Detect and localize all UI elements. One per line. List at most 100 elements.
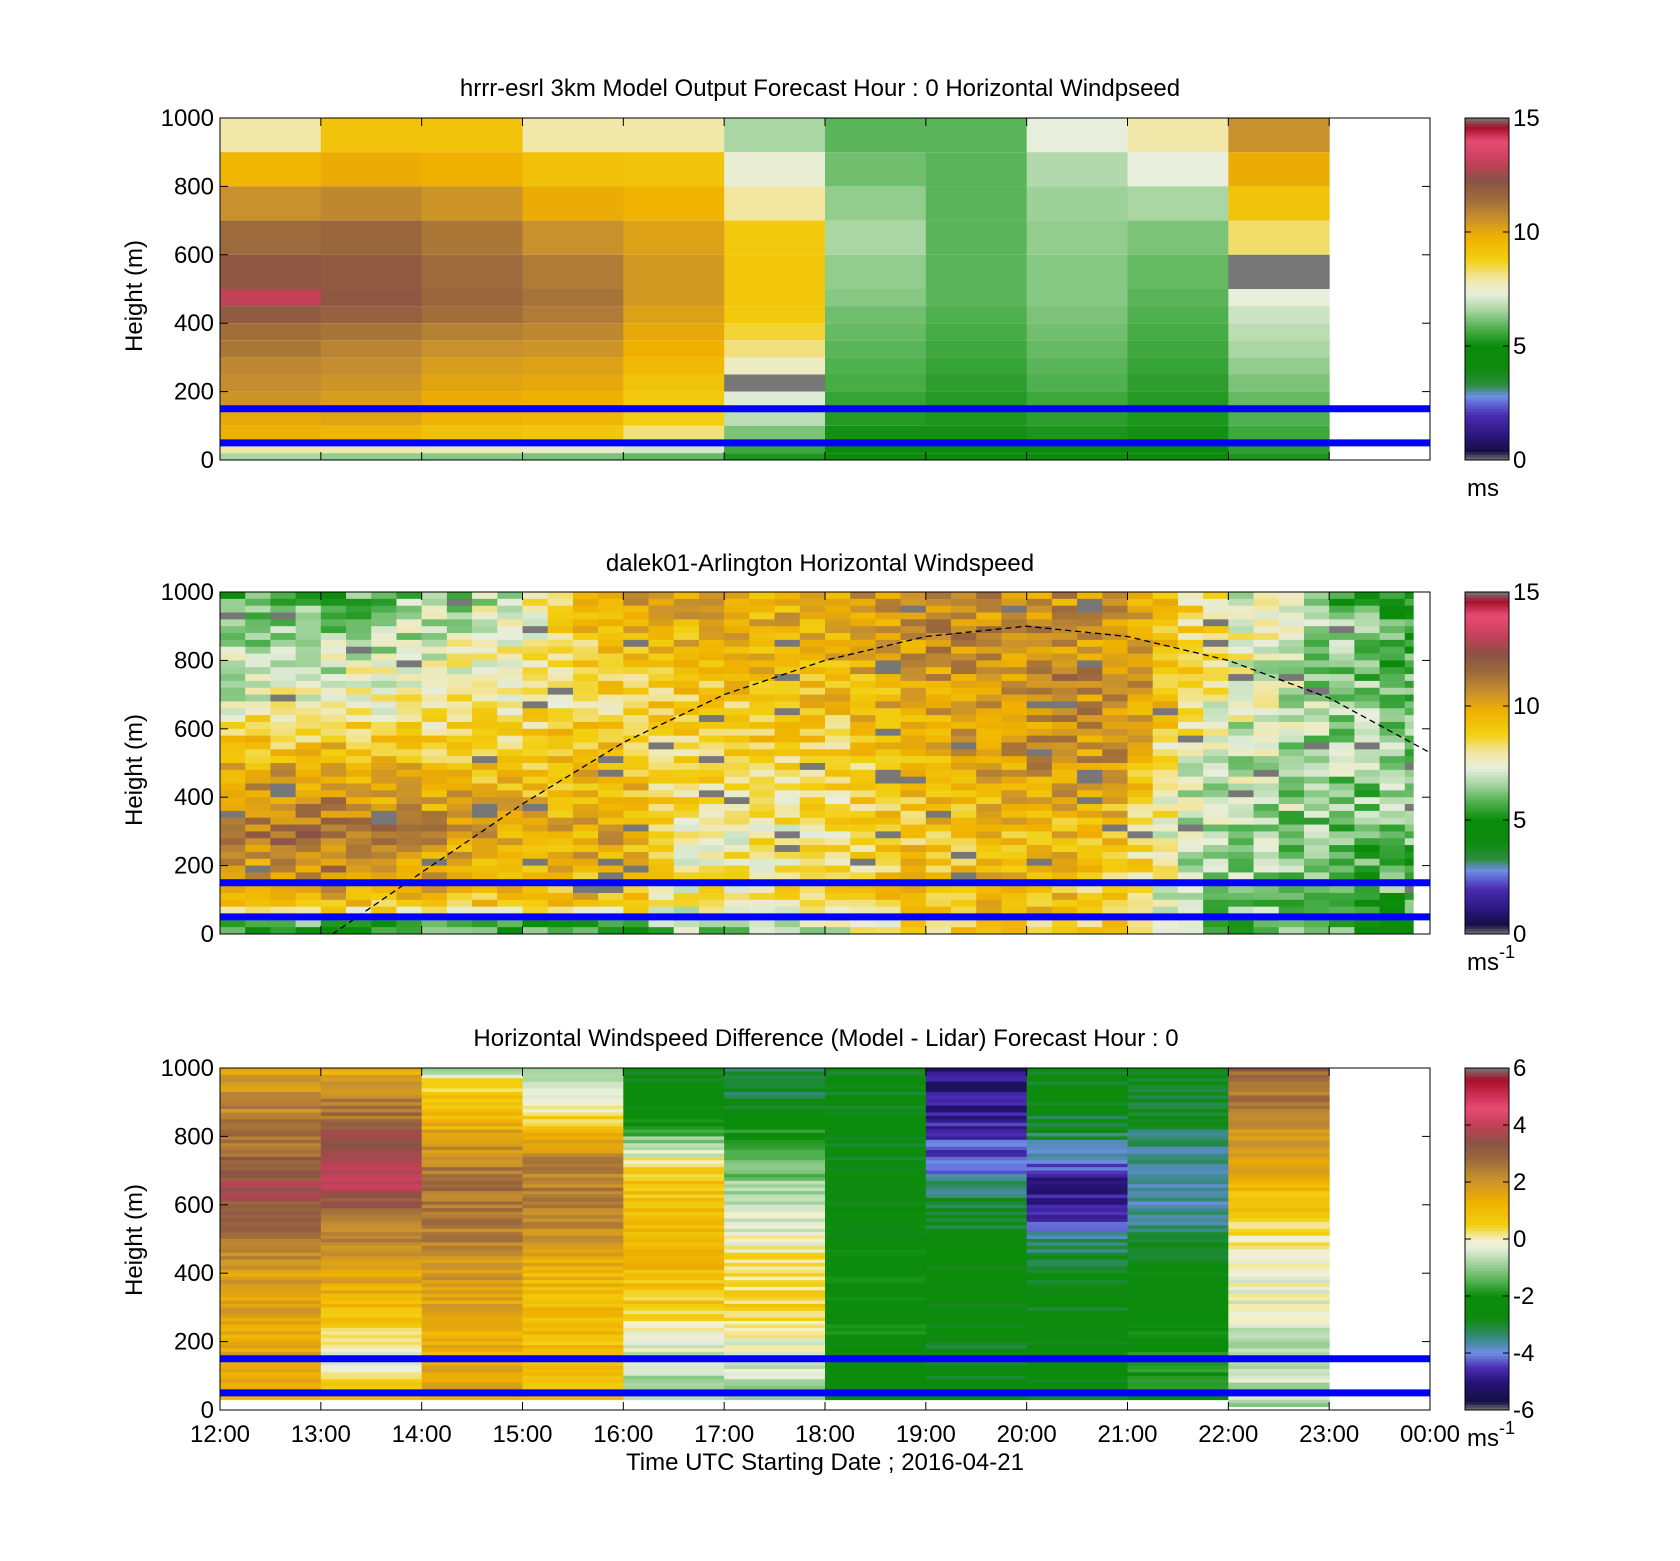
heatmap-cell	[1203, 633, 1229, 641]
heatmap-cell	[1354, 612, 1381, 620]
heatmap-cell	[522, 763, 549, 771]
colorbar-segment	[1465, 308, 1509, 313]
heatmap-cell	[648, 708, 675, 716]
heatmap-cell	[623, 838, 650, 846]
heatmap-cell	[1329, 851, 1355, 860]
colorbar-segment	[1465, 740, 1509, 744]
heatmap-cell	[1001, 886, 1028, 894]
heatmap-cell	[1354, 920, 1381, 928]
heatmap-cell	[472, 851, 498, 860]
heatmap-cell	[1354, 865, 1381, 873]
heatmap-cell	[925, 1259, 1028, 1264]
heatmap-cell	[1278, 694, 1305, 702]
heatmap-cell	[1127, 1126, 1229, 1130]
colorbar-segment	[1465, 1093, 1509, 1097]
heatmap-cell	[1379, 619, 1406, 627]
heatmap-cell	[648, 660, 675, 668]
heatmap-cell	[850, 708, 876, 716]
heatmap-cell	[1329, 619, 1355, 627]
heatmap-cell	[1203, 756, 1229, 764]
heatmap-cell	[220, 1211, 322, 1216]
heatmap-cell	[572, 598, 599, 607]
heatmap-cell	[472, 872, 498, 880]
heatmap-cell	[1001, 865, 1028, 873]
colorbar-segment	[1465, 1204, 1509, 1209]
heatmap-cell	[220, 1132, 322, 1137]
heatmap-cell	[623, 1081, 725, 1086]
heatmap-cell	[522, 680, 549, 689]
heatmap-cell	[825, 425, 927, 443]
heatmap-cell	[673, 605, 700, 613]
heatmap-cell	[1102, 783, 1128, 791]
colorbar-segment	[1465, 132, 1509, 136]
heatmap-cell	[1026, 1235, 1128, 1240]
heatmap-cell	[1354, 872, 1381, 880]
heatmap-cell	[623, 1085, 725, 1089]
heatmap-cell	[925, 442, 1028, 454]
heatmap-cell	[951, 763, 977, 771]
colorbar-segment	[1465, 877, 1509, 881]
heatmap-cell	[1127, 639, 1154, 648]
heatmap-cell	[522, 1348, 624, 1353]
heatmap-cell	[295, 694, 322, 702]
heatmap-cell	[220, 1156, 322, 1161]
heatmap-cell	[1127, 721, 1154, 730]
heatmap-cell	[1354, 639, 1381, 648]
colorbar-segment	[1465, 1276, 1509, 1280]
heatmap-cell	[421, 1197, 523, 1202]
heatmap-cell	[371, 667, 397, 675]
heatmap-cell	[925, 872, 952, 880]
heatmap-cell	[673, 804, 700, 812]
heatmap-cell	[1026, 1071, 1128, 1076]
heatmap-cell	[1051, 721, 1078, 730]
heatmap-cell	[951, 906, 977, 914]
heatmap-cell	[320, 1143, 423, 1148]
heatmap-cell	[371, 721, 397, 730]
heatmap-cell	[850, 797, 876, 805]
heatmap-cell	[673, 845, 700, 853]
heatmap-cell	[1228, 1345, 1330, 1349]
heatmap-cell	[825, 1297, 927, 1301]
heatmap-cell	[497, 735, 523, 743]
heatmap-cell	[1001, 592, 1028, 600]
heatmap-cell	[774, 810, 801, 819]
heatmap-cell	[774, 804, 801, 812]
colorbar-segment	[1465, 837, 1509, 841]
colorbar-segment	[1465, 1216, 1509, 1220]
heatmap-cell	[648, 639, 675, 648]
heatmap-cell	[1253, 865, 1280, 873]
heatmap-cell	[1026, 1180, 1128, 1185]
x-tick-label: 00:00	[1400, 1421, 1460, 1448]
heatmap-cell	[421, 1283, 523, 1288]
heatmap-cell	[270, 769, 297, 778]
heatmap-cell	[1203, 920, 1229, 928]
heatmap-cell	[1127, 810, 1154, 819]
heatmap-cell	[1127, 735, 1154, 743]
heatmap-cell	[320, 790, 347, 798]
heatmap-cell	[1077, 899, 1103, 908]
heatmap-cell	[547, 763, 574, 771]
heatmap-cell	[371, 598, 397, 607]
heatmap-cell	[1127, 1098, 1229, 1103]
heatmap-cell	[220, 1208, 322, 1213]
heatmap-cell	[1127, 1338, 1229, 1342]
heatmap-cell	[925, 1091, 1028, 1096]
heatmap-cell	[522, 1218, 624, 1223]
heatmap-cell	[1026, 639, 1053, 648]
heatmap-cell	[1329, 790, 1355, 798]
heatmap-cell	[1278, 633, 1305, 641]
heatmap-cell	[1228, 1307, 1330, 1312]
heatmap-cell	[925, 838, 952, 846]
heatmap-cell	[724, 1221, 826, 1226]
heatmap-cell	[522, 1146, 624, 1151]
heatmap-cell	[421, 1184, 523, 1189]
heatmap-cell	[1203, 660, 1229, 668]
heatmap-cell	[522, 633, 549, 641]
heatmap-cell	[320, 1146, 423, 1151]
heatmap-cell	[825, 1307, 927, 1312]
heatmap-cell	[245, 769, 271, 778]
heatmap-cell	[1102, 851, 1128, 860]
heatmap-cell	[421, 1211, 523, 1216]
colorbar-segment	[1465, 1193, 1509, 1197]
heatmap-cell	[245, 687, 271, 695]
